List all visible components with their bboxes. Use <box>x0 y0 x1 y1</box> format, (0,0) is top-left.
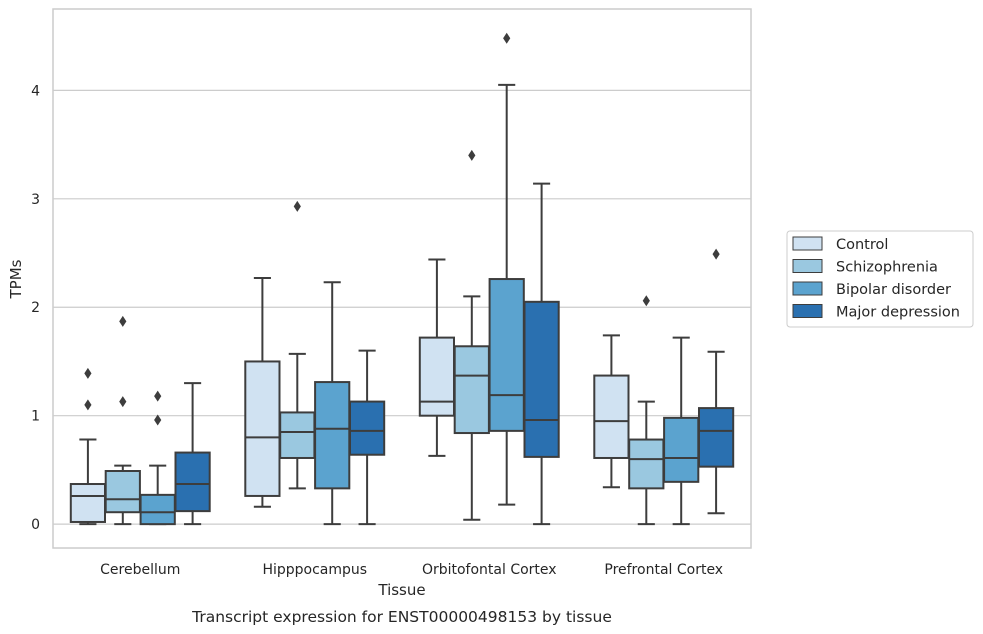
plot-frame <box>52 8 752 549</box>
legend-entry: Schizophrenia <box>836 260 938 276</box>
outlier-point <box>119 315 127 327</box>
x-tick-label: Hipppocampus <box>262 562 367 578</box>
outlier-point <box>642 295 650 307</box>
box-body <box>348 400 386 456</box>
box <box>523 182 560 526</box>
box <box>628 295 665 526</box>
box <box>488 32 525 506</box>
box-series <box>69 32 735 526</box>
box-body <box>139 493 176 526</box>
legend-frame <box>786 230 974 328</box>
outlier-point <box>468 149 476 161</box>
y-tick-labels: 0 1 2 3 4 <box>31 83 40 533</box>
y-tick-label: 4 <box>31 83 40 99</box>
box-body <box>697 407 735 468</box>
x-tick-labels: Cerebellum Hipppocampus Orbitofontal Corte… <box>100 562 723 578</box>
outlier-point <box>84 367 92 379</box>
box-body <box>663 416 700 483</box>
box-body <box>418 336 456 417</box>
legend-swatch <box>792 304 823 318</box>
box <box>69 367 107 526</box>
x-tick-label: Prefrontal Cortex <box>604 562 723 578</box>
box <box>244 276 281 508</box>
outlier-point <box>84 399 92 411</box>
outlier-point <box>119 396 127 408</box>
box <box>697 248 735 515</box>
legend-swatch <box>792 281 823 296</box>
box-body <box>523 300 560 458</box>
chart-caption: Transcript expression for ENST0000049815… <box>191 608 612 626</box>
box <box>348 349 386 526</box>
box-body <box>488 278 525 432</box>
box-body <box>628 438 665 490</box>
box-body <box>69 483 107 523</box>
outlier-point <box>712 248 720 260</box>
y-tick-label: 2 <box>31 300 40 316</box>
box-body <box>174 451 211 513</box>
box-body <box>314 381 351 490</box>
x-tick-label: Cerebellum <box>100 562 180 578</box>
box <box>593 334 630 489</box>
box-body <box>104 470 141 514</box>
legend-swatch <box>792 259 823 273</box>
outlier-point <box>503 32 511 44</box>
box-body <box>279 411 316 459</box>
y-tick-label: 0 <box>31 517 40 533</box>
box-body <box>453 345 490 435</box>
grid-lines <box>53 89 751 525</box>
legend-entry: Major depression <box>836 305 960 321</box>
outlier-point <box>293 200 301 212</box>
box-body <box>593 374 630 459</box>
box <box>663 336 700 526</box>
x-tick-label: Orbitofontal Cortex <box>422 562 557 578</box>
box-body <box>244 360 281 497</box>
outlier-point <box>154 390 162 402</box>
box <box>314 281 351 526</box>
box <box>279 200 316 490</box>
legend-entry: Control <box>836 237 888 253</box>
y-axis-label: TPMs <box>7 259 25 299</box>
y-tick-label: 1 <box>31 409 40 425</box>
box <box>418 258 456 457</box>
box <box>104 315 141 526</box>
box <box>174 382 211 526</box>
x-axis-label: Tissue <box>377 581 425 599</box>
y-tick-label: 3 <box>31 192 40 208</box>
box <box>139 390 176 526</box>
outlier-point <box>154 414 162 426</box>
box <box>453 149 490 521</box>
legend: Control Schizophrenia Bipolar disorder Majo… <box>786 230 974 328</box>
legend-swatch <box>792 236 823 251</box>
legend-entry: Bipolar disorder <box>836 282 951 298</box>
